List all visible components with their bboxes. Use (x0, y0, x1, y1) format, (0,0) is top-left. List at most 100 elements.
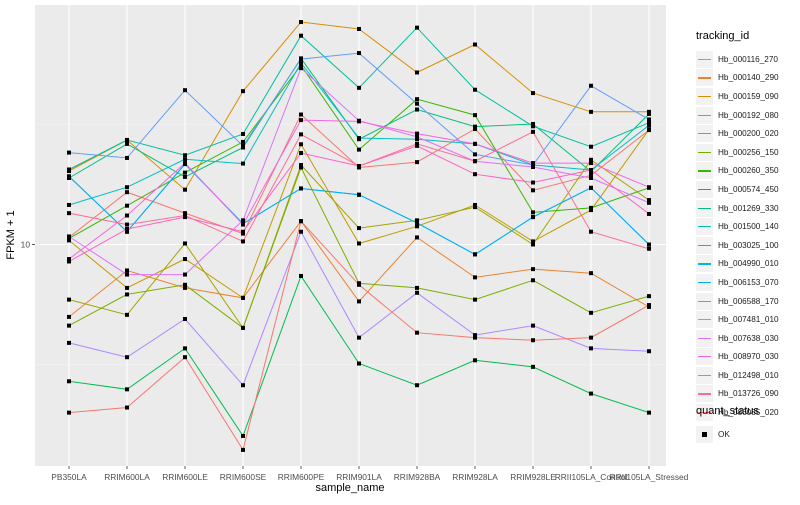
data-point (357, 226, 361, 231)
legend-item: Hb_000256_150 (696, 143, 800, 162)
data-point (473, 358, 477, 363)
legend-key-line (696, 348, 713, 366)
data-point (183, 170, 187, 175)
legend-item: Hb_000159_090 (696, 87, 800, 106)
data-point (415, 143, 419, 148)
data-point (415, 137, 419, 142)
data-point (473, 127, 477, 132)
legend-key-line (696, 236, 713, 254)
legend-item: OK (696, 425, 800, 444)
data-point (357, 241, 361, 246)
legend-label: Hb_001269_330 (718, 203, 779, 213)
legend-label: Hb_000260_350 (718, 166, 779, 176)
data-point (531, 91, 535, 96)
data-point (647, 185, 651, 190)
data-point (183, 213, 187, 218)
data-point (241, 447, 245, 452)
data-point (357, 51, 361, 56)
data-point (589, 83, 593, 88)
data-point (67, 211, 71, 216)
data-point (589, 144, 593, 149)
data-point (357, 26, 361, 31)
data-point (415, 70, 419, 75)
data-point (589, 157, 593, 162)
data-point (125, 229, 129, 234)
legend-key-line (696, 106, 713, 124)
data-point (589, 109, 593, 114)
legend-title: quant_status (696, 405, 759, 417)
data-point (183, 211, 187, 216)
data-point (299, 66, 303, 71)
x-tick-label: RRIM600PE (278, 472, 325, 482)
data-point (125, 405, 129, 410)
legend-label: Hb_013726_090 (718, 389, 779, 399)
data-point (473, 152, 477, 157)
legend-key-line (696, 162, 713, 180)
data-point (647, 303, 651, 308)
data-point (67, 174, 71, 179)
legend-key-line (696, 180, 713, 198)
data-point (473, 333, 477, 338)
data-point (647, 109, 651, 114)
data-point (67, 259, 71, 264)
data-point (531, 121, 535, 126)
data-point (67, 379, 71, 384)
legend-label: Hb_003025_100 (718, 240, 779, 250)
legend-item: Hb_012498_010 (696, 366, 800, 385)
legend-key-line (696, 125, 713, 143)
data-point (589, 391, 593, 396)
data-point (67, 150, 71, 155)
data-point (531, 164, 535, 169)
x-tick-label: RRIM928LE (510, 472, 556, 482)
data-point (531, 364, 535, 369)
data-point (241, 325, 245, 330)
legend-item: Hb_013726_090 (696, 385, 800, 404)
data-point (183, 285, 187, 290)
data-point (125, 203, 129, 208)
data-point (125, 285, 129, 290)
data-point (415, 290, 419, 295)
x-axis: PB350LA RRIM600LA RRIM600LE RRIM600SE RRIM60… (51, 466, 689, 482)
data-point (647, 127, 651, 132)
data-point (183, 257, 187, 262)
data-point (357, 361, 361, 366)
data-point (241, 229, 245, 234)
x-tick-label: RRIM928BA (394, 472, 441, 482)
legend-item: Hb_001269_330 (696, 199, 800, 218)
data-point (473, 159, 477, 164)
data-point (589, 175, 593, 180)
data-point (299, 273, 303, 278)
legend-item: Hb_000200_020 (696, 124, 800, 143)
data-point (357, 163, 361, 168)
data-point (125, 190, 129, 195)
legend-label: Hb_000159_090 (718, 91, 779, 101)
data-point (125, 137, 129, 142)
data-point (357, 282, 361, 287)
data-point (357, 192, 361, 197)
data-point (473, 275, 477, 280)
data-point (589, 208, 593, 213)
legend-key-line (696, 366, 713, 384)
data-point (531, 242, 535, 247)
legend-label: Hb_007638_030 (718, 333, 779, 343)
data-point (183, 272, 187, 277)
legend-label: Hb_006588_170 (718, 296, 779, 306)
data-point (531, 210, 535, 215)
data-point (589, 205, 593, 210)
data-point (473, 42, 477, 47)
x-tick-label: RRIM600SE (220, 472, 267, 482)
data-point (473, 205, 477, 210)
data-point (647, 211, 651, 216)
data-point (531, 239, 535, 244)
data-point (299, 165, 303, 170)
data-point (67, 340, 71, 345)
data-point (241, 131, 245, 136)
data-point (531, 129, 535, 134)
data-point (415, 141, 419, 146)
data-point (241, 143, 245, 148)
data-point (241, 222, 245, 227)
series-points (67, 20, 651, 452)
data-point (299, 33, 303, 38)
data-point (299, 112, 303, 117)
data-point (241, 295, 245, 300)
